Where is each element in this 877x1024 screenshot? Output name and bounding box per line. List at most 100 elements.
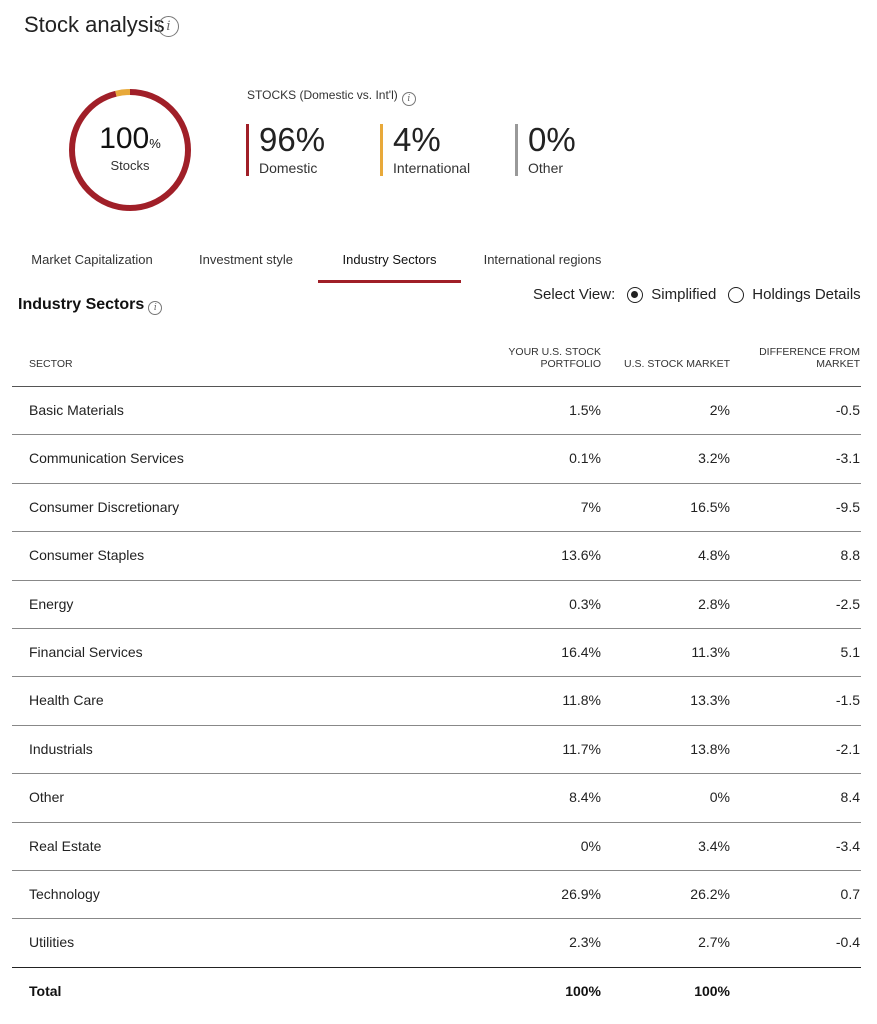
- tab-industry-sectors[interactable]: Industry Sectors: [318, 240, 461, 283]
- table-row: Basic Materials 1.5% 2% -0.5: [12, 387, 861, 436]
- allocation-international: 4% International: [380, 121, 471, 176]
- cell-portfolio: 11.8%: [562, 692, 601, 709]
- tab-bar: Market Capitalization Investment style I…: [0, 240, 877, 284]
- cell-sector: Real Estate: [29, 837, 102, 854]
- total-row: Total 100% 100%: [12, 966, 861, 1014]
- cell-sector: Other: [29, 789, 65, 806]
- cell-portfolio: 8.4%: [569, 789, 601, 806]
- table-row: Consumer Staples 13.6% 4.8% 8.8: [12, 532, 861, 581]
- cell-sector: Health Care: [29, 692, 104, 709]
- cell-portfolio: 11.7%: [562, 740, 601, 757]
- cell-portfolio: 7%: [580, 498, 601, 515]
- table-row: Energy 0.3% 2.8% -2.5: [12, 581, 861, 629]
- cell-market: 16.5%: [690, 498, 730, 515]
- table-row: Health Care 11.8% 13.3% -1.5: [12, 677, 861, 726]
- cell-difference: -3.1: [835, 450, 860, 467]
- select-view-label: Select View:: [533, 286, 616, 303]
- cell-sector: Basic Materials: [29, 402, 124, 418]
- total-market: 100%: [694, 982, 730, 999]
- table-row: Technology 26.9% 26.2% 0.7: [12, 871, 861, 920]
- total-portfolio: 100%: [565, 982, 601, 999]
- cell-portfolio: 16.4%: [561, 643, 601, 660]
- table-row: Utilities 2.3% 2.7% -0.4: [12, 919, 861, 968]
- donut-center: 100% Stocks: [66, 86, 194, 214]
- allocation-label: Domestic: [259, 160, 318, 176]
- cell-portfolio: 13.6%: [561, 547, 601, 564]
- cell-market: 2.8%: [698, 595, 730, 612]
- radio-holdings-details[interactable]: Holdings Details: [728, 286, 861, 303]
- table-row: Industrials 11.7% 13.8% -2.1: [12, 726, 861, 775]
- cell-market: 2.7%: [698, 934, 730, 951]
- cell-market: 3.2%: [698, 450, 730, 467]
- table-row: Financial Services 16.4% 11.3% 5.1: [12, 629, 861, 678]
- allocation-percent: 4%: [393, 121, 441, 158]
- sectors-table: SECTOR YOUR U.S. STOCK PORTFOLIO U.S. ST…: [12, 338, 861, 1014]
- cell-difference: -1.5: [835, 692, 860, 709]
- cell-difference: -0.4: [835, 934, 860, 951]
- page-title: Stock analysis: [24, 12, 165, 37]
- donut-label: Stocks: [110, 158, 150, 173]
- donut-percent: 100%: [99, 122, 161, 155]
- tab-international-regions[interactable]: International regions: [483, 252, 602, 267]
- radio-button-icon[interactable]: [728, 286, 745, 303]
- allocation-other: 0% Other: [515, 123, 576, 176]
- cell-sector: Energy: [29, 595, 74, 612]
- info-icon[interactable]: i: [148, 301, 163, 315]
- cell-sector: Utilities: [29, 934, 75, 951]
- cell-difference: 8.4: [840, 789, 860, 806]
- cell-sector: Financial Services: [29, 643, 143, 660]
- allocation-label: Other: [528, 160, 564, 176]
- donut-segment-international: [69, 89, 191, 211]
- cell-portfolio: 26.9%: [561, 885, 601, 902]
- cell-portfolio: 0.3%: [569, 595, 601, 612]
- info-icon[interactable]: i: [401, 92, 416, 106]
- cell-portfolio: 0%: [580, 837, 601, 854]
- tab-market-capitalization[interactable]: Market Capitalization: [31, 252, 153, 267]
- cell-market: 13.3%: [690, 692, 730, 709]
- cell-difference: -2.5: [835, 595, 860, 612]
- cell-difference: 0.7: [840, 885, 860, 902]
- cell-market: 11.3%: [691, 643, 730, 660]
- header-sector: SECTOR: [29, 358, 73, 370]
- table-row: Other 8.4% 0% 8.4: [12, 774, 861, 823]
- cell-market: 26.2%: [690, 885, 730, 902]
- radio-label: Simplified: [651, 286, 717, 303]
- cell-difference: 8.8: [840, 547, 860, 564]
- radio-button-icon[interactable]: [627, 286, 644, 303]
- table-row: Communication Services 0.1% 3.2% -3.1: [12, 435, 861, 484]
- table-row: Real Estate 0% 3.4% -3.4: [12, 823, 861, 871]
- table-row: Consumer Discretionary 7% 16.5% -9.5: [12, 484, 861, 533]
- tab-investment-style[interactable]: Investment style: [199, 252, 293, 267]
- table-header: SECTOR YOUR U.S. STOCK PORTFOLIO U.S. ST…: [12, 338, 861, 387]
- stocks-donut-chart: [69, 89, 191, 211]
- allocation-percent: 96%: [259, 121, 326, 158]
- cell-difference: -3.4: [835, 837, 860, 854]
- cell-sector: Communication Services: [29, 450, 184, 467]
- header-portfolio: YOUR U.S. STOCK PORTFOLIO: [508, 346, 601, 370]
- cell-difference: -2.1: [835, 740, 860, 757]
- view-selector: Select View: Simplified Holdings Details: [533, 286, 861, 303]
- header-market: U.S. STOCK MARKET: [624, 358, 730, 370]
- cell-market: 13.8%: [690, 740, 730, 757]
- cell-portfolio: 2.3%: [569, 934, 601, 951]
- total-label: Total: [29, 982, 62, 999]
- allocation-domestic: 96% Domestic: [246, 121, 326, 176]
- table-body: Basic Materials 1.5% 2% -0.5 Communication S…: [12, 387, 861, 968]
- cell-sector: Consumer Staples: [29, 547, 145, 564]
- cell-market: 2%: [709, 402, 730, 418]
- cell-sector: Consumer Discretionary: [29, 498, 180, 515]
- cell-difference: 5.1: [840, 643, 860, 660]
- header-difference: DIFFERENCE FROM MARKET: [759, 346, 860, 370]
- info-icon[interactable]: i: [158, 16, 179, 37]
- cell-sector: Industrials: [29, 740, 93, 757]
- cell-market: 4.8%: [698, 547, 730, 564]
- allocation-label: International: [393, 160, 471, 176]
- cell-market: 3.4%: [698, 837, 730, 854]
- cell-market: 0%: [709, 789, 730, 806]
- radio-simplified[interactable]: Simplified: [627, 286, 716, 303]
- allocation-title: STOCKS (Domestic vs. Int'l) i: [247, 88, 416, 106]
- radio-label: Holdings Details: [752, 286, 861, 303]
- section-title: Industry Sectors i: [18, 296, 163, 315]
- cell-difference: -9.5: [835, 498, 860, 515]
- cell-difference: -0.5: [835, 402, 860, 418]
